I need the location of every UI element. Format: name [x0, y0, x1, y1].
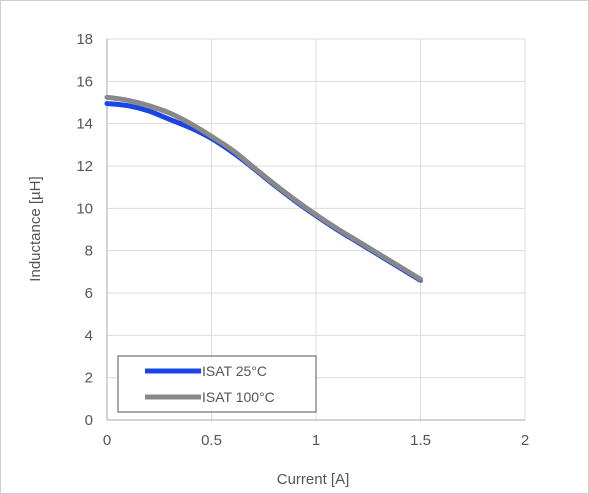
y-tick-label: 4	[85, 327, 93, 344]
x-tick-label: 0.5	[201, 432, 222, 449]
y-tick-label: 2	[85, 370, 93, 387]
x-axis-title: Current [A]	[277, 471, 350, 488]
x-tick-label: 1	[312, 432, 320, 449]
y-tick-label: 16	[76, 73, 93, 90]
grid	[107, 38, 526, 420]
series	[104, 94, 423, 283]
series-line-isat-100c	[104, 94, 423, 282]
y-tick-label: 0	[85, 412, 93, 429]
tick-labels: 0 2 4 6 8 10 12 14 16 18 0 0.5 1 1.5 2	[76, 31, 529, 449]
y-axis-title: Inductance [µH]	[27, 176, 44, 281]
series-line-isat-25c	[104, 101, 423, 283]
x-tick-label: 1.5	[410, 432, 431, 449]
y-tick-label: 12	[76, 158, 93, 175]
legend: ISAT 25°C ISAT 100°C	[117, 355, 317, 413]
y-tick-label: 6	[85, 285, 93, 302]
y-tick-label: 10	[76, 200, 93, 217]
y-tick-label: 18	[76, 31, 93, 48]
x-tick-label: 0	[103, 432, 111, 449]
x-tick-label: 2	[521, 432, 529, 449]
y-tick-label: 14	[76, 116, 93, 133]
y-tick-label: 8	[85, 243, 93, 260]
legend-label: ISAT 100°C	[202, 389, 275, 405]
legend-label: ISAT 25°C	[202, 363, 267, 379]
legend-box	[117, 355, 317, 413]
